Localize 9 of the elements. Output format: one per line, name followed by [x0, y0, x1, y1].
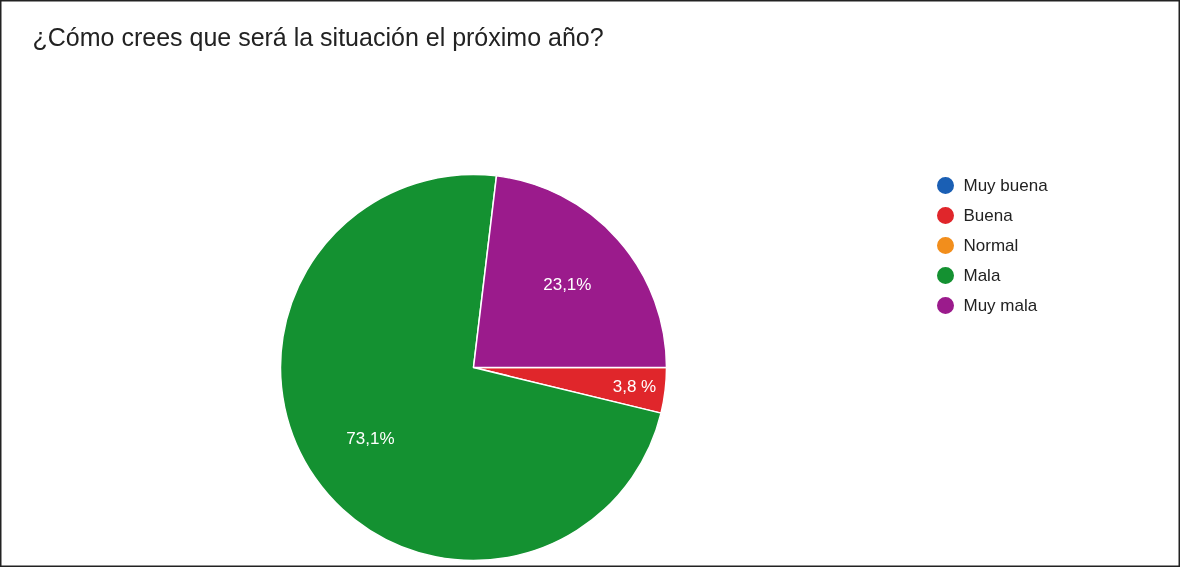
chart-title: ¿Cómo crees que será la situación el próximo año?: [32, 22, 604, 51]
legend-label: Muy mala: [963, 296, 1038, 315]
data-label: 3,8 %: [612, 377, 657, 397]
data-label: 23,1%: [543, 274, 592, 294]
legend-label: Buena: [963, 206, 1014, 225]
legend-label: Muy buena: [963, 176, 1049, 195]
data-label: 73,1%: [346, 429, 395, 449]
legend-label: Normal: [963, 236, 1019, 255]
legend-label: Mala: [963, 266, 1001, 285]
